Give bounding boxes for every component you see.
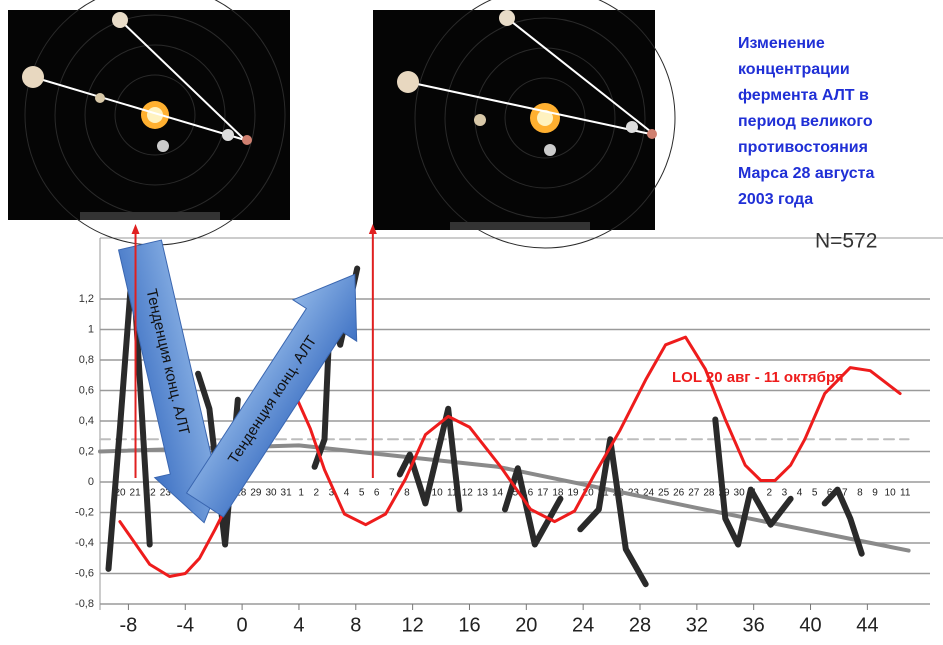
x-tick-label: 44 [856, 614, 878, 636]
date-label: 1 [298, 488, 304, 499]
title-line: фермента АЛТ в [738, 87, 869, 104]
date-label: 17 [537, 488, 549, 499]
date-label: 7 [389, 488, 395, 499]
date-label: 8 [404, 488, 410, 499]
marker-arrowhead [131, 224, 140, 234]
date-label: 13 [477, 488, 489, 499]
title-line: противостояния [738, 139, 868, 156]
date-label: 28 [235, 488, 247, 499]
marker-arrowhead [368, 224, 377, 234]
y-tick-label: -0,6 [75, 567, 94, 579]
y-tick-label: 1 [88, 323, 94, 335]
title-line: 2003 года [738, 191, 813, 208]
x-tick-label: 16 [458, 614, 480, 636]
x-tick-label: 24 [572, 614, 594, 636]
y-tick-label: 0,2 [79, 445, 94, 457]
date-label: 27 [688, 488, 700, 499]
date-label: 16 [522, 488, 534, 499]
date-label: 28 [703, 488, 715, 499]
x-tick-label: 32 [686, 614, 708, 636]
y-tick-label: -0,4 [75, 537, 94, 549]
title-line: период великого [738, 113, 873, 130]
date-label: 22 [145, 488, 157, 499]
x-tick-label: 4 [293, 614, 304, 636]
date-label: 10 [432, 488, 444, 499]
date-label: 2 [314, 488, 320, 499]
n-label: N=572 [815, 230, 877, 253]
date-label: 31 [281, 488, 293, 499]
x-tick-label: 20 [515, 614, 537, 636]
date-label: 5 [812, 488, 818, 499]
date-label: 7 [842, 488, 848, 499]
title-line: Изменение [738, 35, 825, 52]
date-label: 23 [160, 488, 172, 499]
x-tick-label: 0 [237, 614, 248, 636]
x-tick-label: 28 [629, 614, 651, 636]
date-label: 3 [329, 488, 335, 499]
date-label: 29 [250, 488, 262, 499]
y-tick-label: -0,8 [75, 598, 94, 610]
date-label: 25 [658, 488, 670, 499]
date-label: 6 [827, 488, 833, 499]
y-tick-label: 0,4 [79, 415, 94, 427]
date-label: 19 [567, 488, 579, 499]
date-label: 24 [643, 488, 655, 499]
date-label: 30 [734, 488, 746, 499]
x-tick-label: -4 [176, 614, 194, 636]
x-tick-label: -8 [120, 614, 138, 636]
date-label: 5 [359, 488, 365, 499]
x-tick-label: 8 [350, 614, 361, 636]
date-label: 6 [374, 488, 380, 499]
lol-label: LOL 20 авг - 11 октября [672, 369, 844, 386]
date-label: 14 [492, 488, 504, 499]
x-tick-label: 12 [402, 614, 424, 636]
y-tick-label: 1,2 [79, 293, 94, 305]
planet-image-1 [8, 0, 290, 246]
date-label: 12 [462, 488, 474, 499]
date-label: 18 [552, 488, 564, 499]
title-line: Марса 28 августа [738, 165, 875, 182]
planet-image-2 [373, 0, 676, 249]
date-label: 10 [885, 488, 897, 499]
date-label: 9 [872, 488, 878, 499]
date-label: 4 [344, 488, 350, 499]
x-tick-label: 36 [743, 614, 765, 636]
y-tick-label: 0,8 [79, 354, 94, 366]
date-label: 11 [447, 488, 458, 499]
date-label: 8 [857, 488, 863, 499]
y-tick-label: -0,2 [75, 506, 94, 518]
date-label: 11 [900, 488, 911, 499]
date-label: 20 [583, 488, 595, 499]
y-tick-label: 0,6 [79, 384, 94, 396]
y-tick-label: 0 [88, 476, 94, 488]
series-line [105, 257, 865, 588]
date-label: 20 [114, 488, 126, 499]
title-line: концентрации [738, 61, 850, 78]
date-label: 21 [130, 488, 142, 499]
date-label: 26 [673, 488, 685, 499]
x-tick-label: 40 [799, 614, 821, 636]
title-block: Изменение концентрации фермента АЛТ в перио… [738, 35, 875, 208]
date-label: 4 [797, 488, 803, 499]
date-label: 2 [767, 488, 773, 499]
date-label: 30 [265, 488, 277, 499]
date-label: 3 [782, 488, 788, 499]
